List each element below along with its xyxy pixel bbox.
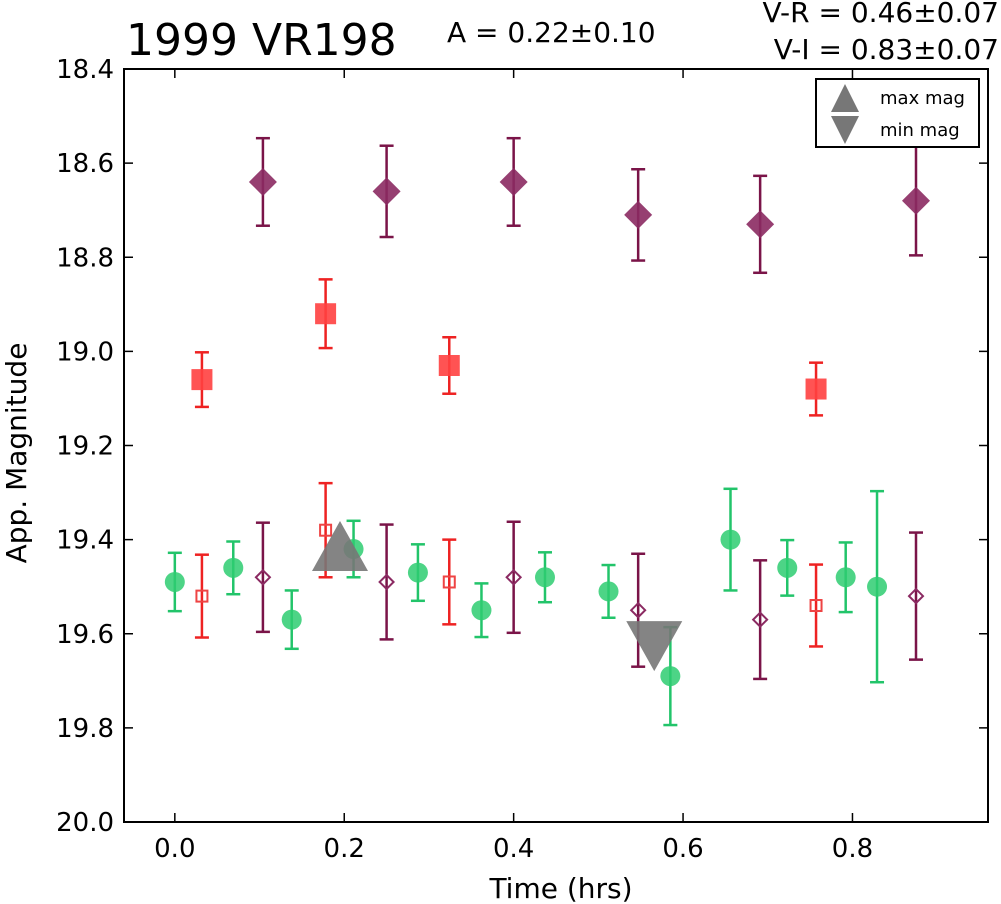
data-point	[319, 523, 333, 537]
data-point	[809, 599, 823, 613]
x-axis-label: Time (hrs)	[488, 872, 632, 904]
x-tick-label: 0.4	[493, 834, 534, 864]
y-tick-label: 18.4	[56, 55, 114, 85]
legend: max mag min mag	[815, 78, 980, 148]
data-point	[438, 354, 460, 376]
data-point	[164, 571, 185, 592]
data-point	[777, 557, 798, 578]
y-tick-label: 19.4	[56, 526, 114, 556]
data-point	[281, 609, 302, 630]
data-point	[598, 581, 619, 602]
data-point	[471, 600, 492, 621]
min-mag-marker	[626, 621, 683, 672]
data-point	[248, 167, 277, 196]
series-3	[248, 136, 930, 275]
data-point	[372, 177, 401, 206]
data-point	[629, 601, 647, 619]
x-tick-label: 0.8	[832, 834, 873, 864]
legend-min-mag-label: min mag	[880, 120, 960, 141]
x-tick-label: 0.6	[662, 834, 703, 864]
y-tick-label: 19.2	[56, 432, 114, 462]
legend-max-mag-label: max mag	[880, 88, 965, 109]
x-tick-label: 0.2	[324, 834, 365, 864]
data-point	[751, 611, 769, 629]
x-tick-label: 0.0	[154, 834, 195, 864]
data-point	[499, 167, 528, 196]
series-4	[254, 520, 925, 681]
data-point	[195, 589, 209, 603]
y-tick-label: 19.8	[56, 714, 114, 744]
data-point	[442, 575, 456, 589]
data-point	[660, 666, 681, 687]
data-point	[805, 378, 827, 400]
data-point	[902, 186, 930, 215]
series-0	[164, 487, 888, 727]
y-tick-label: 19.0	[56, 337, 114, 367]
series-2	[194, 481, 824, 648]
max-mag-marker	[312, 521, 368, 572]
data-point	[505, 568, 523, 586]
color-index-vr: V-R = 0.46±0.07	[763, 0, 999, 29]
data-point	[746, 210, 775, 239]
data-point	[720, 529, 741, 550]
data-point	[315, 303, 337, 325]
y-tick-label: 20.0	[56, 808, 114, 838]
data-marks	[164, 136, 930, 727]
data-point	[835, 567, 856, 588]
y-tick-label: 18.8	[56, 243, 114, 273]
chart-title: 1999 VR198	[126, 15, 397, 66]
data-point	[223, 557, 244, 578]
y-axis-label: App. Magnitude	[0, 343, 33, 564]
series-1	[191, 278, 827, 417]
amplitude-label: A = 0.22±0.10	[447, 16, 656, 49]
y-tick-label: 18.6	[56, 149, 114, 179]
data-point	[907, 587, 925, 605]
data-point	[378, 573, 396, 591]
legend-max-mag-icon	[831, 84, 859, 112]
data-point	[191, 369, 213, 391]
data-point	[867, 576, 888, 597]
data-point	[534, 567, 555, 588]
data-point	[407, 562, 428, 583]
data-point	[254, 568, 272, 586]
axis-ticks: 0.0 0.2 0.4 0.6 0.8 18.4 18.6 18.8 19.0 19.2 19.4 1…	[56, 55, 988, 864]
y-tick-label: 19.6	[56, 620, 114, 650]
data-point	[624, 200, 653, 229]
legend-min-mag-icon	[831, 116, 859, 144]
color-index-vi: V-I = 0.83±0.07	[774, 33, 999, 66]
